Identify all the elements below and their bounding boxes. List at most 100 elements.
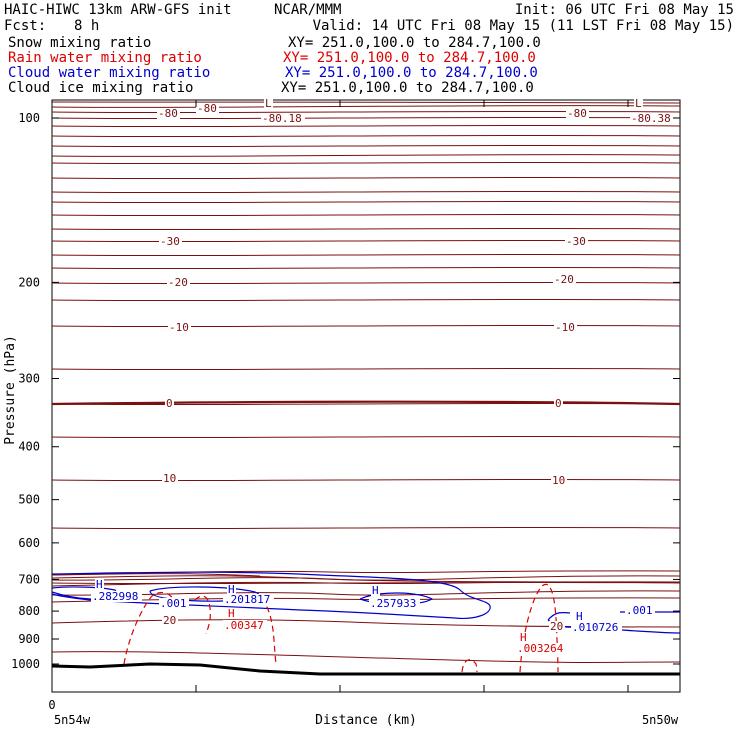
label-bg (227, 584, 236, 595)
label-bg (554, 398, 563, 409)
isotherm-line (51, 154, 681, 157)
isotherm-label: -30 (160, 235, 180, 248)
label-bg (625, 605, 655, 616)
label-bg (519, 632, 528, 643)
cloud-water-label: .001 (160, 597, 187, 610)
label-bg (162, 615, 178, 626)
label-bg (264, 98, 273, 109)
label-bg (157, 108, 180, 119)
isotherm-label: -80 (158, 107, 178, 120)
isotherm-label: L (265, 97, 272, 110)
isotherm-line (51, 435, 681, 439)
fcst-label: Fcst: (4, 18, 46, 34)
label-bg (165, 398, 174, 409)
label-bg (261, 113, 305, 124)
label-bg (371, 585, 380, 596)
y-tick-label: 500 (18, 493, 40, 507)
rain-water-label: .003264 (517, 642, 564, 655)
title-org: NCAR/MMM (274, 2, 341, 18)
y-axis-label: Pressure (hPa) (3, 335, 18, 445)
isotherm-line (51, 239, 681, 243)
isotherm-line (51, 597, 681, 603)
rain-water-contour (194, 595, 211, 635)
field-name-cloud-water: Cloud water mixing ratio (8, 65, 210, 81)
isotherm-label: 20 (163, 614, 176, 627)
cloud-water-label: H (576, 610, 583, 623)
label-bg (571, 622, 622, 633)
isotherm-line (51, 105, 681, 108)
isotherm-line (51, 116, 681, 120)
isotherm-line (51, 590, 681, 596)
cloud-water-label: .010726 (572, 621, 618, 634)
isotherm-line (51, 161, 681, 165)
label-bg (196, 103, 219, 114)
isotherm-label: -10 (555, 321, 575, 334)
isotherm-line (51, 581, 681, 587)
y-tick-label: 100 (18, 111, 40, 125)
rain-water-contour (123, 591, 174, 665)
isotherm-label: -80 (197, 102, 217, 115)
label-bg (369, 598, 420, 609)
label-bg (159, 236, 182, 247)
init-time: Init: 06 UTC Fri 08 May 15 (515, 2, 734, 18)
label-bg (168, 322, 191, 333)
isotherm-line (51, 110, 681, 114)
field-xy-snow: XY= 251.0,100.0 to 284.7,100.0 (288, 35, 541, 51)
isotherm-label: 10 (552, 474, 565, 487)
isotherm-line (51, 324, 681, 328)
label-bg (162, 473, 178, 484)
rain-water-label: H (228, 607, 235, 620)
field-xy-rain: XY= 251.0,100.0 to 284.7,100.0 (283, 50, 536, 66)
label-bg (223, 594, 274, 605)
isotherm-line (51, 124, 681, 128)
isotherm-label: -80 (567, 107, 587, 120)
label-bg (227, 608, 236, 619)
x-tick-label: 5n50w (642, 713, 679, 727)
cloud-water-contour (51, 571, 491, 619)
label-bg (575, 611, 584, 622)
label-bg (634, 98, 643, 109)
cloud-water-label: H (372, 584, 379, 597)
x-axis-label: Distance (km) (315, 713, 417, 728)
isotherm-line (51, 190, 681, 194)
isotherm-label: 0 (555, 397, 562, 410)
isotherm-line (51, 134, 681, 138)
cloud-water-label: .257933 (370, 597, 416, 610)
isotherm-label: -20 (554, 273, 574, 286)
isotherm-line (51, 144, 681, 148)
isotherm-label: L (635, 97, 642, 110)
y-tick-label: 400 (18, 440, 40, 454)
rain-water-label: H (520, 631, 527, 644)
y-tick-label: 600 (18, 536, 40, 550)
y-tick-label: 800 (18, 604, 40, 618)
label-bg (516, 643, 567, 654)
isotherm-line (51, 367, 681, 371)
cloud-water-label: H (96, 578, 103, 591)
x-tick-label: 0 (48, 698, 55, 712)
isotherm-line (51, 281, 681, 285)
rain-water-label: .00347 (224, 619, 264, 632)
fcst-value: 8 h (74, 18, 99, 34)
terrain-line (51, 662, 680, 676)
isotherm-label: -20 (168, 276, 188, 289)
label-bg (565, 236, 588, 247)
isotherm-line (51, 253, 681, 257)
label-bg (167, 277, 190, 288)
y-tick-label: 1000 (11, 657, 40, 671)
label-bg (91, 591, 142, 602)
isotherm-label: -10 (169, 321, 189, 334)
isotherm-line (51, 526, 681, 530)
field-name-rain: Rain water mixing ratio (8, 50, 202, 66)
isotherm-label: -80.38 (631, 112, 671, 125)
isotherm-line (51, 266, 681, 270)
label-bg (566, 108, 589, 119)
cloud-water-label: .201817 (224, 593, 270, 606)
isotherm-line (51, 213, 681, 217)
y-tick-label: 200 (18, 275, 40, 289)
rain-water-contour (519, 583, 559, 673)
rain-water-contour (251, 596, 277, 665)
label-bg (553, 274, 576, 285)
isotherm-line (51, 200, 681, 204)
field-xy-cloud-ice: XY= 251.0,100.0 to 284.7,100.0 (281, 80, 534, 96)
